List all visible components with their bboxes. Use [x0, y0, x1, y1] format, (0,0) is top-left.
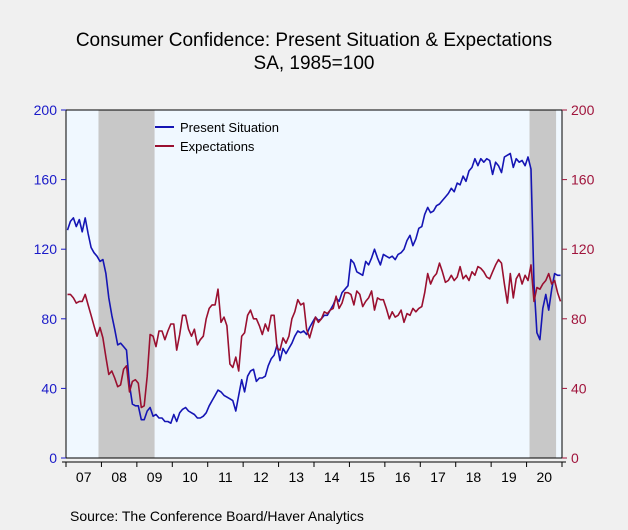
- y-right-tick-label: 120: [571, 241, 595, 257]
- plot-frame: [65, 109, 563, 459]
- x-tick-label: 11: [218, 469, 233, 485]
- x-tick-label: 14: [324, 469, 340, 485]
- chart-title: Consumer Confidence: Present Situation &…: [75, 30, 553, 51]
- legend-label-expectations: Expectations: [180, 139, 255, 154]
- x-tick-label: 15: [359, 469, 375, 485]
- source-note: Source: The Conference Board/Haver Analy…: [70, 508, 364, 524]
- y-right-tick-label: 160: [571, 172, 595, 188]
- x-tick-label: 18: [466, 469, 482, 485]
- y-left-tick-label: 40: [41, 380, 57, 396]
- x-tick-label: 10: [182, 469, 198, 485]
- y-left-tick-label: 80: [41, 311, 57, 327]
- legend-label-present: Present Situation: [180, 120, 279, 135]
- x-tick-label: 13: [288, 469, 304, 485]
- x-tick-label: 16: [395, 469, 411, 485]
- series-lines: [66, 152, 562, 424]
- x-tick-label: 12: [253, 469, 269, 485]
- x-tick-label: 19: [501, 469, 517, 485]
- x-tick-label: 20: [536, 469, 552, 485]
- x-tick-label: 17: [430, 469, 446, 485]
- y-right-tick-label: 80: [571, 311, 587, 327]
- y-left-tick-label: 160: [34, 172, 58, 188]
- y-right-tick-label: 40: [571, 380, 587, 396]
- y-right-tick-label: 0: [571, 450, 579, 466]
- legend: Present Situation Expectations: [155, 120, 279, 154]
- y-left-tick-label: 0: [49, 450, 57, 466]
- axes: 0 0 40 40 80 80 120 120 160 160 200 200 07 08 09 10 11 12…: [34, 102, 595, 485]
- x-tick-label: 08: [111, 469, 127, 485]
- x-tick-label: 09: [147, 469, 163, 485]
- chart-subtitle: SA, 1985=100: [253, 53, 375, 74]
- y-left-tick-label: 120: [34, 241, 58, 257]
- x-tick-label: 07: [76, 469, 92, 485]
- y-left-tick-label: 200: [34, 102, 58, 118]
- series-line-expectations: [67, 258, 562, 409]
- y-right-tick-label: 200: [571, 102, 595, 118]
